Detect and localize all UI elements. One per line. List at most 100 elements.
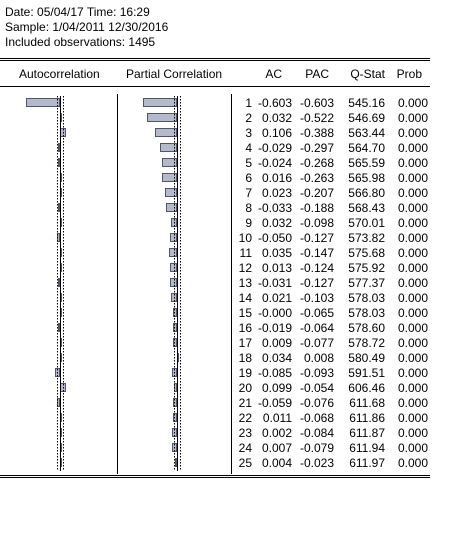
prob-cell: 0.000 [397, 126, 428, 140]
correlogram-rows: 1 -0.603 -0.603 545.16 0.000 2 0.032 -0.522 546.… [0, 96, 430, 471]
qstat-cell: 578.03 [348, 291, 385, 305]
pacf-bar [168, 248, 177, 257]
observations-line: Included observations: 1495 [5, 35, 156, 49]
prob-cell: 0.000 [397, 441, 428, 455]
lag-cell: 2 [245, 111, 252, 125]
table-row: 22 0.011 -0.068 611.86 0.000 [0, 411, 430, 426]
ac-cell: 0.021 [261, 291, 292, 305]
prob-column-header: Prob [396, 67, 422, 81]
pacf-bar [166, 203, 177, 212]
qstat-cell: 575.92 [348, 261, 385, 275]
pac-column-header: PAC [305, 67, 329, 81]
table-row: 2 0.032 -0.522 546.69 0.000 [0, 111, 430, 126]
column-header-rule [0, 86, 430, 87]
ac-cell: -0.031 [257, 276, 292, 290]
pac-cell: -0.068 [299, 411, 334, 425]
pac-cell: -0.603 [299, 96, 334, 110]
prob-cell: 0.000 [397, 201, 428, 215]
lag-cell: 21 [238, 396, 252, 410]
table-row: 24 0.007 -0.079 611.94 0.000 [0, 441, 430, 456]
ac-cell: 0.009 [261, 336, 292, 350]
pac-cell: -0.079 [299, 441, 334, 455]
lag-cell: 16 [238, 321, 252, 335]
acf-pacf-separator [117, 94, 118, 474]
acf-bar [25, 98, 60, 107]
acf-bar [58, 278, 60, 287]
ac-cell: 0.023 [261, 186, 292, 200]
pac-cell: -0.147 [299, 246, 334, 260]
ac-cell: 0.004 [261, 456, 292, 470]
qstat-cell: 545.16 [348, 96, 385, 110]
table-row: 4 -0.029 -0.297 564.70 0.000 [0, 141, 430, 156]
table-row: 18 0.034 0.008 580.49 0.000 [0, 351, 430, 366]
lag-cell: 7 [245, 186, 252, 200]
lag-cell: 15 [238, 306, 252, 320]
pacf-band-upper [180, 96, 181, 471]
table-row: 19 -0.085 -0.093 591.51 0.000 [0, 366, 430, 381]
prob-cell: 0.000 [397, 216, 428, 230]
lag-cell: 4 [245, 141, 252, 155]
ac-cell: 0.032 [261, 216, 292, 230]
ac-cell: -0.024 [257, 156, 292, 170]
table-row: 5 -0.024 -0.268 565.59 0.000 [0, 156, 430, 171]
ac-cell: -0.029 [257, 141, 292, 155]
lag-cell: 24 [238, 441, 252, 455]
table-row: 14 0.021 -0.103 578.03 0.000 [0, 291, 430, 306]
qstat-cell: 564.70 [348, 141, 385, 155]
lag-cell: 11 [239, 246, 252, 260]
header-top-rule-double [0, 60, 430, 61]
autocorrelation-column-header: Autocorrelation [19, 67, 100, 81]
ac-cell: 0.011 [262, 411, 292, 425]
lag-cell: 17 [238, 336, 252, 350]
lag-cell: 14 [238, 291, 252, 305]
pac-cell: -0.065 [299, 306, 334, 320]
qstat-cell: 573.82 [348, 231, 385, 245]
pac-cell: -0.098 [299, 216, 334, 230]
ac-cell: 0.013 [261, 261, 292, 275]
pacf-bar [173, 413, 177, 422]
lag-cell: 12 [238, 261, 252, 275]
pacf-bar [169, 233, 177, 242]
pac-cell: -0.064 [299, 321, 334, 335]
acf-bar [58, 158, 60, 167]
ac-cell: -0.085 [257, 366, 292, 380]
qstat-cell: 578.03 [348, 306, 385, 320]
qstat-cell: 611.87 [349, 426, 385, 440]
acf-bar [58, 203, 60, 212]
ac-cell: 0.106 [261, 126, 292, 140]
pac-cell: -0.127 [299, 276, 334, 290]
qstat-cell: 546.69 [348, 111, 385, 125]
acf-band-lower [57, 96, 58, 471]
table-row: 3 0.106 -0.388 563.44 0.000 [0, 126, 430, 141]
pac-cell: -0.263 [299, 171, 334, 185]
pac-cell: -0.127 [299, 231, 334, 245]
lag-cell: 8 [245, 201, 252, 215]
correlogram-header: Date: 05/04/17 Time: 16:29 Sample: 1/04/… [5, 5, 168, 50]
prob-cell: 0.000 [397, 141, 428, 155]
lag-cell: 19 [238, 366, 252, 380]
footer-rule-double [0, 477, 430, 478]
ac-cell: 0.016 [261, 171, 292, 185]
pacf-bar [169, 263, 177, 272]
header-top-rule [0, 58, 430, 59]
acf-bar [58, 143, 60, 152]
ac-cell: 0.034 [261, 351, 292, 365]
graph-table-separator [231, 94, 232, 474]
qstat-cell: 575.68 [348, 246, 385, 260]
pacf-bar [165, 188, 177, 197]
pac-cell: -0.268 [299, 156, 334, 170]
prob-cell: 0.000 [397, 171, 428, 185]
lag-cell: 25 [238, 456, 252, 470]
acf-bar [58, 323, 60, 332]
pac-cell: -0.076 [299, 396, 334, 410]
lag-cell: 23 [238, 426, 252, 440]
pac-cell: -0.023 [299, 456, 334, 470]
table-row: 12 0.013 -0.124 575.92 0.000 [0, 261, 430, 276]
prob-cell: 0.000 [397, 351, 428, 365]
ac-cell: 0.035 [261, 246, 292, 260]
ac-cell: -0.603 [257, 96, 292, 110]
prob-cell: 0.000 [397, 381, 428, 395]
qstat-cell: 565.98 [348, 171, 385, 185]
pac-cell: -0.054 [299, 381, 334, 395]
qstat-cell: 611.86 [349, 411, 385, 425]
